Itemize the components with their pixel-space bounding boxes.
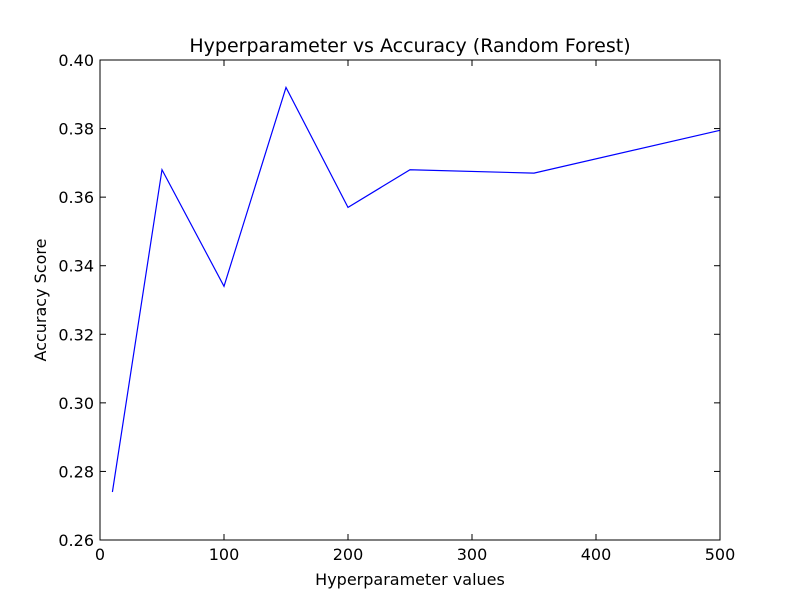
x-axis-label: Hyperparameter values [315,570,505,589]
series-line [111,85,721,493]
plot-frame [99,59,721,541]
y-tick-label: 0.36 [58,188,94,207]
chart-title: Hyperparameter vs Accuracy (Random Fores… [189,35,630,57]
y-tick-label: 0.30 [58,394,94,413]
series-layer [111,85,721,493]
y-tick-label: 0.26 [58,531,94,550]
x-tick-label: 0 [95,545,105,564]
y-tick-label: 0.34 [58,257,94,276]
y-axis-label: Accuracy Score [31,239,50,362]
y-tick-label: 0.38 [58,120,94,139]
ticks-layer: 0 100 200 300 400 500 0.26 0.28 0.30 0.32 0.34 0.36… [58,51,735,564]
x-tick-label: 100 [209,545,240,564]
x-tick-label: 200 [333,545,364,564]
y-tick-label: 0.28 [58,462,94,481]
y-tick-label: 0.40 [58,51,94,70]
y-tick-label: 0.32 [58,325,94,344]
x-tick-label: 500 [705,545,736,564]
x-tick-label: 300 [457,545,488,564]
x-tick-label: 400 [581,545,612,564]
